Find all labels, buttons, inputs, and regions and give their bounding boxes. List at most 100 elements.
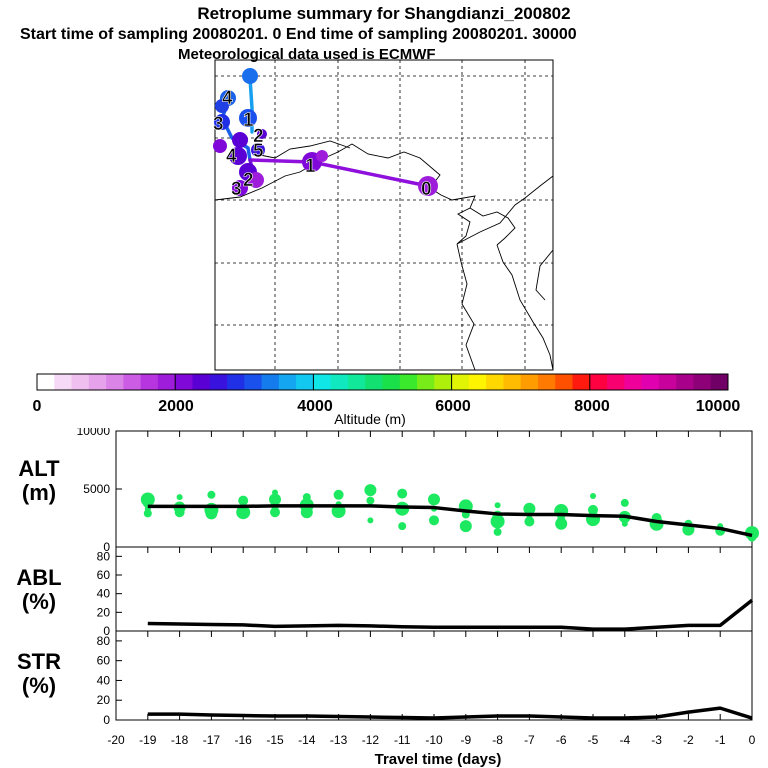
str-series-line	[147, 706, 753, 720]
x-tick-label: -17	[203, 733, 221, 747]
colorbar-swatch	[313, 374, 332, 390]
x-tick-label: -20	[107, 733, 125, 747]
x-tick-label: -18	[171, 733, 189, 747]
altitude-cluster-point	[236, 505, 251, 520]
abl-label-line1: ABL	[16, 565, 62, 590]
colorbar-swatch	[140, 374, 159, 390]
x-tick-label: -5	[588, 733, 599, 747]
altitude-cluster-point	[523, 502, 536, 515]
altitude-cluster-point	[174, 507, 185, 518]
abl-y-tick-label: 60	[97, 568, 111, 582]
altitude-cluster-point	[621, 520, 628, 527]
colorbar-border	[36, 373, 729, 391]
colorbar-swatch	[244, 374, 263, 390]
colorbar-swatch	[693, 374, 712, 390]
colorbar-swatch	[417, 374, 435, 390]
abl-series-line	[147, 598, 754, 631]
colorbar-swatch	[278, 374, 297, 390]
colorbar-swatch	[658, 374, 677, 390]
abl-y-tick-label: 80	[97, 549, 111, 563]
colorbar-swatch	[399, 374, 418, 390]
x-tick-label: -6	[556, 733, 567, 747]
figure-title: Retroplume summary for Shangdianzi_20080…	[197, 4, 571, 23]
colorbar-swatch	[365, 374, 383, 390]
altitude-cluster-point	[333, 489, 344, 500]
traj-label-5: 5	[253, 141, 264, 162]
colorbar-swatch	[157, 374, 176, 390]
altitude-cluster-point	[366, 496, 375, 505]
altitude-cluster-point	[398, 522, 407, 531]
colorbar-ticks: 0 2000 4000 6000 8000 10000	[33, 398, 741, 415]
colorbar-swatch	[537, 374, 556, 390]
colorbar-swatch	[347, 374, 366, 390]
traj-label-1a: 1	[305, 156, 316, 177]
colorbar-swatch	[451, 374, 470, 390]
altitude-cluster-point	[429, 515, 439, 526]
colorbar-swatch	[503, 374, 522, 390]
colorbar-swatch	[676, 374, 694, 390]
colorbar-swatch	[88, 374, 107, 390]
traj-label-3a: 3	[231, 179, 242, 200]
altitude-cluster-point	[494, 502, 501, 509]
traj-label-4a: 4	[226, 146, 237, 167]
alt-label-line2: (m)	[21, 480, 57, 505]
altitude-cluster-point	[176, 494, 183, 501]
x-tick-label: 0	[749, 733, 756, 747]
traj-label-4b: 4	[222, 88, 233, 109]
colorbar-swatch	[486, 374, 504, 390]
colorbar-swatch	[624, 374, 643, 390]
map-frame	[214, 59, 554, 371]
colorbar-swatch	[468, 374, 487, 390]
altitude-cluster-point	[300, 506, 313, 519]
altitude-cluster-point	[302, 493, 311, 502]
altitude-cluster-point	[428, 493, 440, 506]
x-tick-label: -15	[266, 733, 284, 747]
colorbar-swatch	[607, 374, 625, 390]
str-y-tick-label: 80	[97, 634, 111, 648]
colorbar-swatch	[175, 374, 193, 390]
str-label-line2: (%)	[21, 673, 57, 698]
traj-label-0: 0	[421, 179, 432, 200]
alt-y-tick-label: 5000	[83, 482, 110, 496]
x-tick-label: -19	[139, 733, 157, 747]
map-gridlines	[215, 60, 553, 370]
colorbar-label: Altitude (m)	[334, 411, 406, 427]
trajectory-markers	[213, 68, 438, 196]
altitude-cluster-point	[620, 498, 629, 507]
x-tick-label: -9	[460, 733, 471, 747]
x-tick-label: -2	[683, 733, 694, 747]
altitude-cluster-point	[272, 489, 278, 496]
altitude-cluster-point	[649, 516, 664, 531]
traj-label-2b: 2	[253, 126, 264, 147]
altitude-cluster-point	[205, 507, 218, 520]
colorbar-swatch	[434, 374, 453, 390]
x-tick-label: -11	[394, 733, 411, 747]
altitude-cluster-point	[588, 504, 598, 515]
str-y-tick-label: 60	[97, 654, 111, 668]
abl-label-line2: (%)	[21, 589, 57, 614]
colorbar-swatch	[209, 374, 228, 390]
colorbar-swatch	[261, 374, 280, 390]
trajectory-labels: 0 1 2 3 4 1 2 3 4 5	[213, 88, 432, 201]
traj-label-2a: 2	[243, 170, 254, 191]
x-tick-label: -16	[235, 733, 253, 747]
altitude-cluster-point	[207, 490, 216, 499]
colorbar-swatch	[71, 374, 90, 390]
altitude-cluster-point	[490, 514, 505, 529]
x-axis-label: Travel time (days)	[375, 751, 502, 768]
x-tick-label: -3	[651, 733, 662, 747]
colorbar-swatch	[54, 374, 73, 390]
colorbar-swatch	[330, 374, 349, 390]
colorbar-swatch	[520, 374, 539, 390]
colorbar-swatch	[192, 374, 211, 390]
abl-y-tick-label: 0	[103, 624, 110, 638]
x-tick-label: -13	[330, 733, 348, 747]
panels-frame	[115, 430, 753, 721]
altitude-cluster-point	[238, 495, 249, 506]
abl-y-tick-label: 40	[97, 587, 111, 601]
trajectory-map: 0 1 2 3 4 1 2 3 4 5 0 2000 4000 6000 800…	[33, 59, 741, 427]
colorbar-swatch	[382, 374, 401, 390]
alt-y-tick-label: 0	[103, 540, 110, 554]
x-tick-label: -14	[298, 733, 316, 747]
